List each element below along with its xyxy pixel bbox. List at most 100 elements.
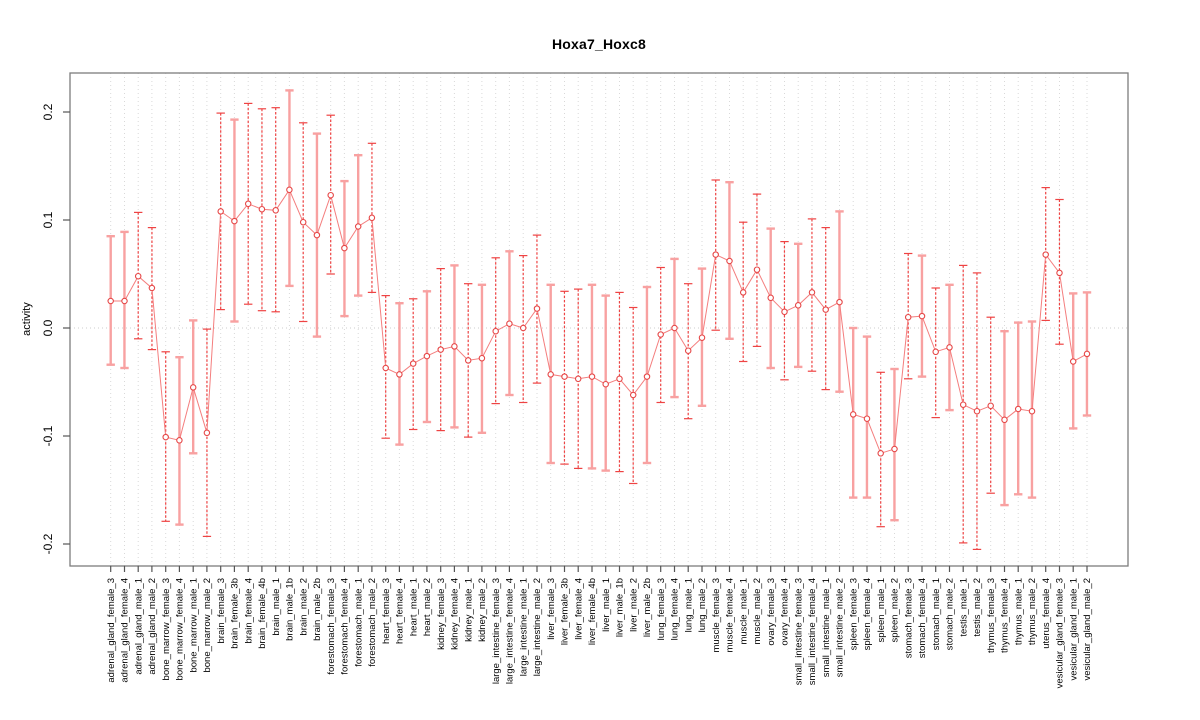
data-point: [698, 334, 706, 341]
y-tick-label: 0.0: [41, 319, 55, 336]
x-category-label: muscle_female_3: [711, 578, 722, 652]
x-category-label: bone_marrow_male_2: [202, 578, 213, 673]
x-category-label: stomach_male_2: [945, 578, 956, 650]
data-point: [561, 373, 568, 380]
data-point: [1042, 251, 1049, 258]
data-point: [313, 231, 321, 239]
x-category-label: vesicular_gland_male_2: [1082, 578, 1093, 680]
data-point: [794, 302, 802, 309]
x-category-label: liver_male_2: [628, 578, 639, 632]
x-category-label: spleen_female_3: [848, 578, 859, 650]
data-point: [822, 306, 829, 313]
series-line: [110, 188, 1088, 454]
error-bars: [106, 89, 1092, 551]
data-point: [121, 297, 128, 305]
gridlines: [70, 73, 1128, 566]
x-category-label: small_intestine_male_2: [835, 578, 846, 677]
x-category-label: thymus_male_1: [1013, 578, 1024, 645]
x-category-label: large_intestine_female_3: [491, 578, 502, 684]
data-point: [753, 266, 761, 273]
x-category-label: muscle_male_1: [738, 578, 749, 645]
data-point: [877, 450, 884, 457]
data-point: [946, 344, 953, 351]
x-category-label: brain_female_3: [216, 578, 227, 644]
data-point: [932, 348, 939, 356]
x-category-label: liver_female_3: [546, 578, 557, 640]
x-category-label: kidney_female_4: [450, 578, 461, 650]
data-point: [574, 375, 582, 383]
data-point: [643, 373, 651, 380]
data-point: [244, 200, 252, 208]
plot-box: [69, 72, 1129, 567]
x-category-label: lung_female_4: [670, 578, 681, 640]
x-category-label: brain_male_1b: [285, 578, 296, 641]
x-category-label: thymus_female_4: [1000, 578, 1011, 653]
x-category-label: heart_female_4: [395, 578, 406, 644]
data-point: [987, 402, 994, 410]
data-point: [148, 284, 156, 292]
x-category-label: adrenal_gland_female_4: [120, 578, 131, 683]
data-point: [478, 354, 486, 362]
data-point: [918, 312, 926, 320]
x-category-label: forestomach_male_2: [367, 578, 378, 667]
data-point: [863, 415, 871, 422]
data-point: [904, 313, 912, 321]
data-point: [712, 251, 719, 258]
x-category-label: lung_male_1: [683, 578, 694, 632]
data-point: [354, 223, 362, 230]
x-category-label: ovary_female_3: [766, 578, 777, 646]
data-point: [1028, 407, 1036, 415]
x-category-label: small_intestine_male_1: [821, 578, 832, 677]
x-category-label: liver_male_1: [601, 578, 612, 632]
y-axis-title: activity: [21, 302, 33, 336]
x-category-label: liver_female_4: [573, 578, 584, 640]
x-category-label: bone_marrow_female_4: [175, 578, 186, 680]
data-point: [588, 373, 596, 380]
data-point: [547, 371, 554, 378]
data-point: [973, 407, 981, 415]
x-category-label: heart_female_3: [381, 578, 392, 644]
x-category-label: spleen_male_1: [876, 578, 887, 642]
data-point: [451, 343, 458, 350]
y-axis: -0.2 -0.1 0.0 0.1 0.2: [41, 103, 70, 554]
x-category-label: brain_male_2: [298, 578, 309, 636]
x-category-label: brain_male_2b: [312, 578, 323, 641]
x-category-label: stomach_female_3: [903, 578, 914, 658]
x-category-label: lung_male_2: [697, 578, 708, 632]
data-point: [231, 217, 238, 225]
data-point: [726, 257, 733, 265]
data-point: [341, 244, 348, 252]
data-point: [327, 191, 334, 199]
data-point: [671, 324, 678, 332]
x-category-label: brain_female_4b: [257, 578, 268, 649]
data-point: [258, 205, 266, 213]
data-point: [684, 347, 692, 354]
data-point: [533, 305, 541, 312]
data-point: [217, 208, 224, 215]
data-point: [849, 411, 857, 418]
data-point: [506, 320, 513, 327]
data-point: [176, 437, 183, 444]
x-category-label: testis_male_2: [972, 578, 983, 637]
y-tick-label: 0.1: [41, 211, 55, 228]
x-category-label: kidney_male_1: [463, 578, 474, 642]
x-category-label: spleen_female_4: [862, 578, 873, 650]
x-category-label: uterus_female_4: [1041, 578, 1052, 649]
x-category-label: forestomach_female_3: [326, 578, 337, 675]
x-category-label: thymus_female_3: [986, 578, 997, 653]
x-category-label: ovary_female_4: [780, 578, 791, 646]
data-point: [492, 327, 499, 335]
x-category-label: kidney_female_3: [436, 578, 447, 650]
x-category-label: forestomach_female_4: [340, 578, 351, 675]
x-category-label: small_intestine_female_3: [793, 578, 804, 685]
y-tick-label: 0.2: [41, 103, 55, 120]
x-category-label: adrenal_gland_male_1: [133, 578, 144, 675]
data-point: [272, 207, 279, 214]
data-point: [836, 298, 843, 306]
x-category-label: testis_male_1: [958, 578, 969, 637]
x-category-label: muscle_female_4: [725, 578, 736, 652]
data-point: [368, 214, 376, 222]
data-point: [382, 364, 389, 372]
x-category-label: muscle_male_2: [752, 578, 763, 645]
data-point: [1014, 405, 1022, 413]
